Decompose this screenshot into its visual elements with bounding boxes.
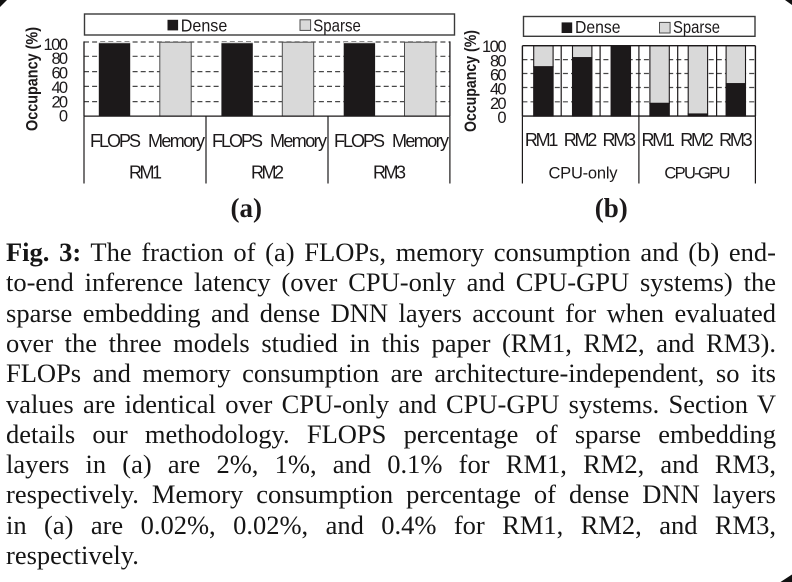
svg-text:CPU-only: CPU-only [549, 165, 619, 183]
svg-text:Dense: Dense [181, 15, 228, 35]
svg-text:RM1: RM1 [641, 130, 675, 150]
svg-text:RM1: RM1 [129, 163, 162, 183]
svg-text:RM3: RM3 [719, 130, 753, 150]
svg-text:RM2: RM2 [251, 163, 284, 183]
svg-text:0: 0 [59, 108, 68, 126]
svg-text:100: 100 [44, 36, 69, 54]
svg-text:Memory: Memory [270, 131, 327, 151]
svg-text:20: 20 [52, 94, 69, 112]
svg-text:FLOPS: FLOPS [334, 131, 385, 151]
svg-text:20: 20 [490, 95, 507, 113]
svg-text:80: 80 [52, 50, 69, 68]
svg-text:RM3: RM3 [373, 163, 406, 183]
svg-text:40: 40 [490, 81, 507, 99]
svg-text:100: 100 [482, 38, 507, 56]
svg-text:(b): (b) [595, 193, 628, 223]
svg-text:(a): (a) [231, 193, 262, 223]
svg-text:RM1: RM1 [525, 130, 559, 150]
svg-text:60: 60 [490, 67, 507, 85]
svg-text:60: 60 [52, 65, 69, 83]
svg-text:80: 80 [490, 52, 507, 70]
svg-text:Memory: Memory [148, 131, 205, 151]
svg-text:FLOPS: FLOPS [90, 131, 141, 151]
svg-text:40: 40 [52, 79, 69, 97]
svg-text:Sparse: Sparse [313, 15, 361, 35]
svg-text:0: 0 [497, 109, 506, 127]
svg-text:Occupancy (%): Occupancy (%) [24, 27, 42, 131]
svg-text:Sparse: Sparse [673, 17, 720, 37]
svg-text:RM3: RM3 [603, 130, 637, 150]
svg-text:FLOPS: FLOPS [212, 131, 263, 151]
svg-text:Occupancy (%): Occupancy (%) [462, 30, 480, 132]
svg-text:Memory: Memory [392, 131, 449, 151]
svg-text:RM2: RM2 [564, 130, 598, 150]
svg-text:RM2: RM2 [680, 130, 714, 150]
svg-text:Dense: Dense [575, 17, 621, 37]
svg-text:CPU-GPU: CPU-GPU [664, 165, 730, 183]
